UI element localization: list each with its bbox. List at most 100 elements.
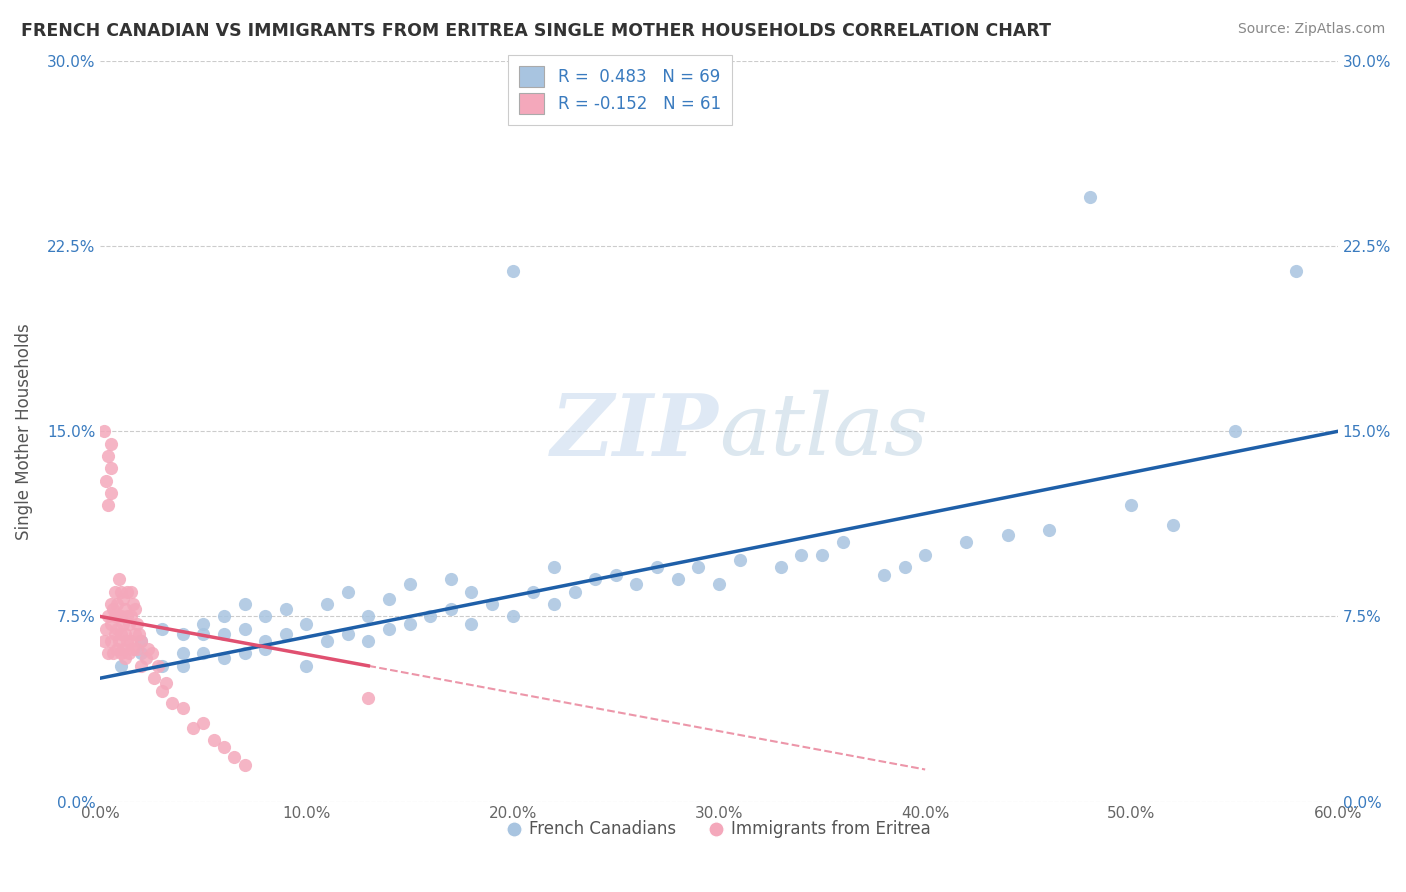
Point [122, 641, 145, 656]
Point [233, 597, 256, 611]
Point [955, 535, 977, 549]
Point [155, 676, 177, 690]
Point [666, 573, 689, 587]
Point [336, 626, 359, 640]
Point [114, 651, 136, 665]
Point [583, 573, 606, 587]
Point [111, 592, 134, 607]
Point [97, 449, 120, 463]
Point [124, 626, 146, 640]
Point [131, 658, 153, 673]
Point [93, 425, 115, 439]
Point [419, 609, 441, 624]
Point [440, 602, 463, 616]
Point [104, 626, 127, 640]
Point [120, 634, 142, 648]
Point [212, 740, 235, 755]
Point [100, 436, 122, 450]
Point [626, 577, 648, 591]
Point [111, 641, 134, 656]
Point [110, 584, 132, 599]
Point [233, 647, 256, 661]
Point [605, 567, 627, 582]
Point [131, 634, 153, 648]
Text: Source: ZipAtlas.com: Source: ZipAtlas.com [1237, 22, 1385, 37]
Point [118, 616, 141, 631]
Point [481, 597, 503, 611]
Point [115, 584, 138, 599]
Point [831, 535, 853, 549]
Point [141, 647, 163, 661]
Point [172, 647, 194, 661]
Point [150, 683, 173, 698]
Point [274, 626, 297, 640]
Point [378, 592, 401, 607]
Point [193, 647, 215, 661]
Point [543, 560, 565, 574]
Point [398, 577, 420, 591]
Point [688, 560, 710, 574]
Point [460, 616, 482, 631]
Point [357, 634, 380, 648]
Point [769, 560, 792, 574]
Point [316, 597, 339, 611]
Point [1038, 523, 1060, 537]
Point [811, 548, 834, 562]
Point [142, 671, 165, 685]
Point [115, 634, 138, 648]
Point [108, 573, 131, 587]
Point [1121, 499, 1143, 513]
Point [122, 597, 145, 611]
Point [104, 609, 127, 624]
Point [120, 584, 142, 599]
Point [212, 651, 235, 665]
Point [110, 658, 132, 673]
Point [101, 647, 124, 661]
Point [127, 616, 149, 631]
Point [1078, 190, 1101, 204]
Point [101, 602, 124, 616]
Point [100, 461, 122, 475]
Point [295, 616, 318, 631]
Point [105, 641, 128, 656]
Point [110, 609, 132, 624]
Point [100, 634, 122, 648]
Point [136, 641, 159, 656]
Point [873, 567, 896, 582]
Point [233, 622, 256, 636]
Point [336, 584, 359, 599]
Text: ZIP: ZIP [551, 390, 718, 473]
Point [254, 641, 277, 656]
Point [118, 647, 141, 661]
Point [398, 616, 420, 631]
Point [135, 651, 157, 665]
Point [357, 609, 380, 624]
Point [93, 634, 115, 648]
Point [127, 641, 149, 656]
Point [131, 647, 153, 661]
Point [645, 560, 668, 574]
Point [460, 584, 482, 599]
Point [96, 622, 118, 636]
Point [440, 573, 463, 587]
Point [97, 647, 120, 661]
Point [108, 609, 131, 624]
Point [114, 602, 136, 616]
Point [1223, 425, 1246, 439]
Point [104, 584, 127, 599]
Point [110, 647, 132, 661]
Point [105, 597, 128, 611]
Point [728, 552, 751, 566]
Point [97, 609, 120, 624]
Point [522, 584, 544, 599]
Point [224, 750, 246, 764]
Point [193, 715, 215, 730]
Point [193, 626, 215, 640]
Point [150, 622, 173, 636]
Point [790, 548, 813, 562]
Point [254, 609, 277, 624]
Point [193, 616, 215, 631]
Point [295, 658, 318, 673]
Point [128, 626, 150, 640]
Point [100, 486, 122, 500]
